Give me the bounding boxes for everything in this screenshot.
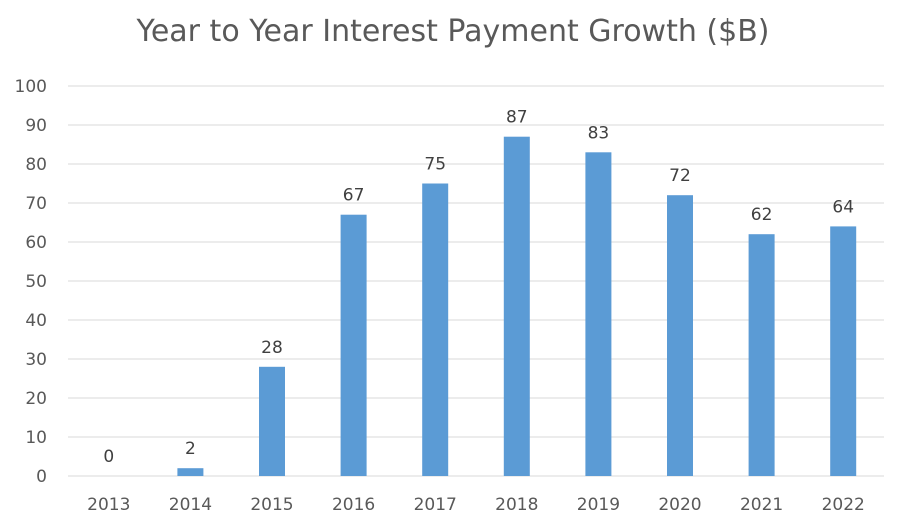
data-label-2015: 28 bbox=[261, 338, 283, 358]
chart-title: Year to Year Interest Payment Growth ($B… bbox=[136, 14, 770, 49]
data-label-2019: 83 bbox=[588, 123, 610, 143]
y-tick-label: 10 bbox=[25, 428, 47, 448]
data-label-2013: 0 bbox=[103, 447, 114, 467]
gridlines bbox=[68, 85, 884, 477]
x-tick-label-2017: 2017 bbox=[414, 495, 457, 515]
bar-2022 bbox=[830, 226, 857, 476]
x-tick-label-2018: 2018 bbox=[495, 495, 538, 515]
y-tick-label: 20 bbox=[25, 389, 47, 409]
bar-2014 bbox=[177, 468, 204, 476]
data-label-2022: 64 bbox=[832, 197, 854, 217]
x-tick-label-2016: 2016 bbox=[332, 495, 375, 515]
y-tick-label: 50 bbox=[25, 272, 47, 292]
x-tick-label-2019: 2019 bbox=[577, 495, 620, 515]
data-label-2016: 67 bbox=[343, 186, 365, 206]
data-label-2020: 72 bbox=[669, 166, 691, 186]
x-tick-label-2014: 2014 bbox=[169, 495, 212, 515]
x-tick-label-2015: 2015 bbox=[250, 495, 293, 515]
y-tick-label: 100 bbox=[15, 77, 47, 97]
y-tick-label: 0 bbox=[36, 467, 47, 487]
data-label-2017: 75 bbox=[424, 155, 446, 175]
bar-2017 bbox=[422, 183, 449, 476]
x-tick-label-2020: 2020 bbox=[658, 495, 701, 515]
y-tick-label: 90 bbox=[25, 116, 47, 136]
x-tick-label-2021: 2021 bbox=[740, 495, 783, 515]
data-labels: 0 2 28 67 75 87 83 72 62 64 bbox=[103, 108, 854, 467]
bar-2015 bbox=[259, 366, 285, 476]
y-tick-label: 60 bbox=[25, 233, 47, 253]
y-tick-label: 30 bbox=[25, 350, 47, 370]
bar-2021 bbox=[748, 234, 775, 476]
x-tick-label-2013: 2013 bbox=[87, 495, 130, 515]
data-label-2014: 2 bbox=[185, 439, 196, 459]
y-axis-ticks: 0 10 20 30 40 50 60 70 80 90 100 bbox=[15, 77, 47, 487]
y-tick-label: 40 bbox=[25, 311, 47, 331]
data-label-2018: 87 bbox=[506, 108, 528, 128]
bar-2019 bbox=[585, 152, 612, 477]
x-tick-label-2022: 2022 bbox=[822, 495, 865, 515]
x-axis-ticks: 2013 2014 2015 2016 2017 2018 2019 2020 2021 2022 bbox=[87, 495, 865, 515]
bars bbox=[177, 136, 857, 477]
bar-2016 bbox=[340, 214, 367, 476]
data-label-2021: 62 bbox=[751, 205, 773, 225]
bar-2020 bbox=[667, 195, 693, 476]
y-tick-label: 70 bbox=[25, 194, 47, 214]
bar-2018 bbox=[503, 136, 530, 476]
y-tick-label: 80 bbox=[25, 155, 47, 175]
